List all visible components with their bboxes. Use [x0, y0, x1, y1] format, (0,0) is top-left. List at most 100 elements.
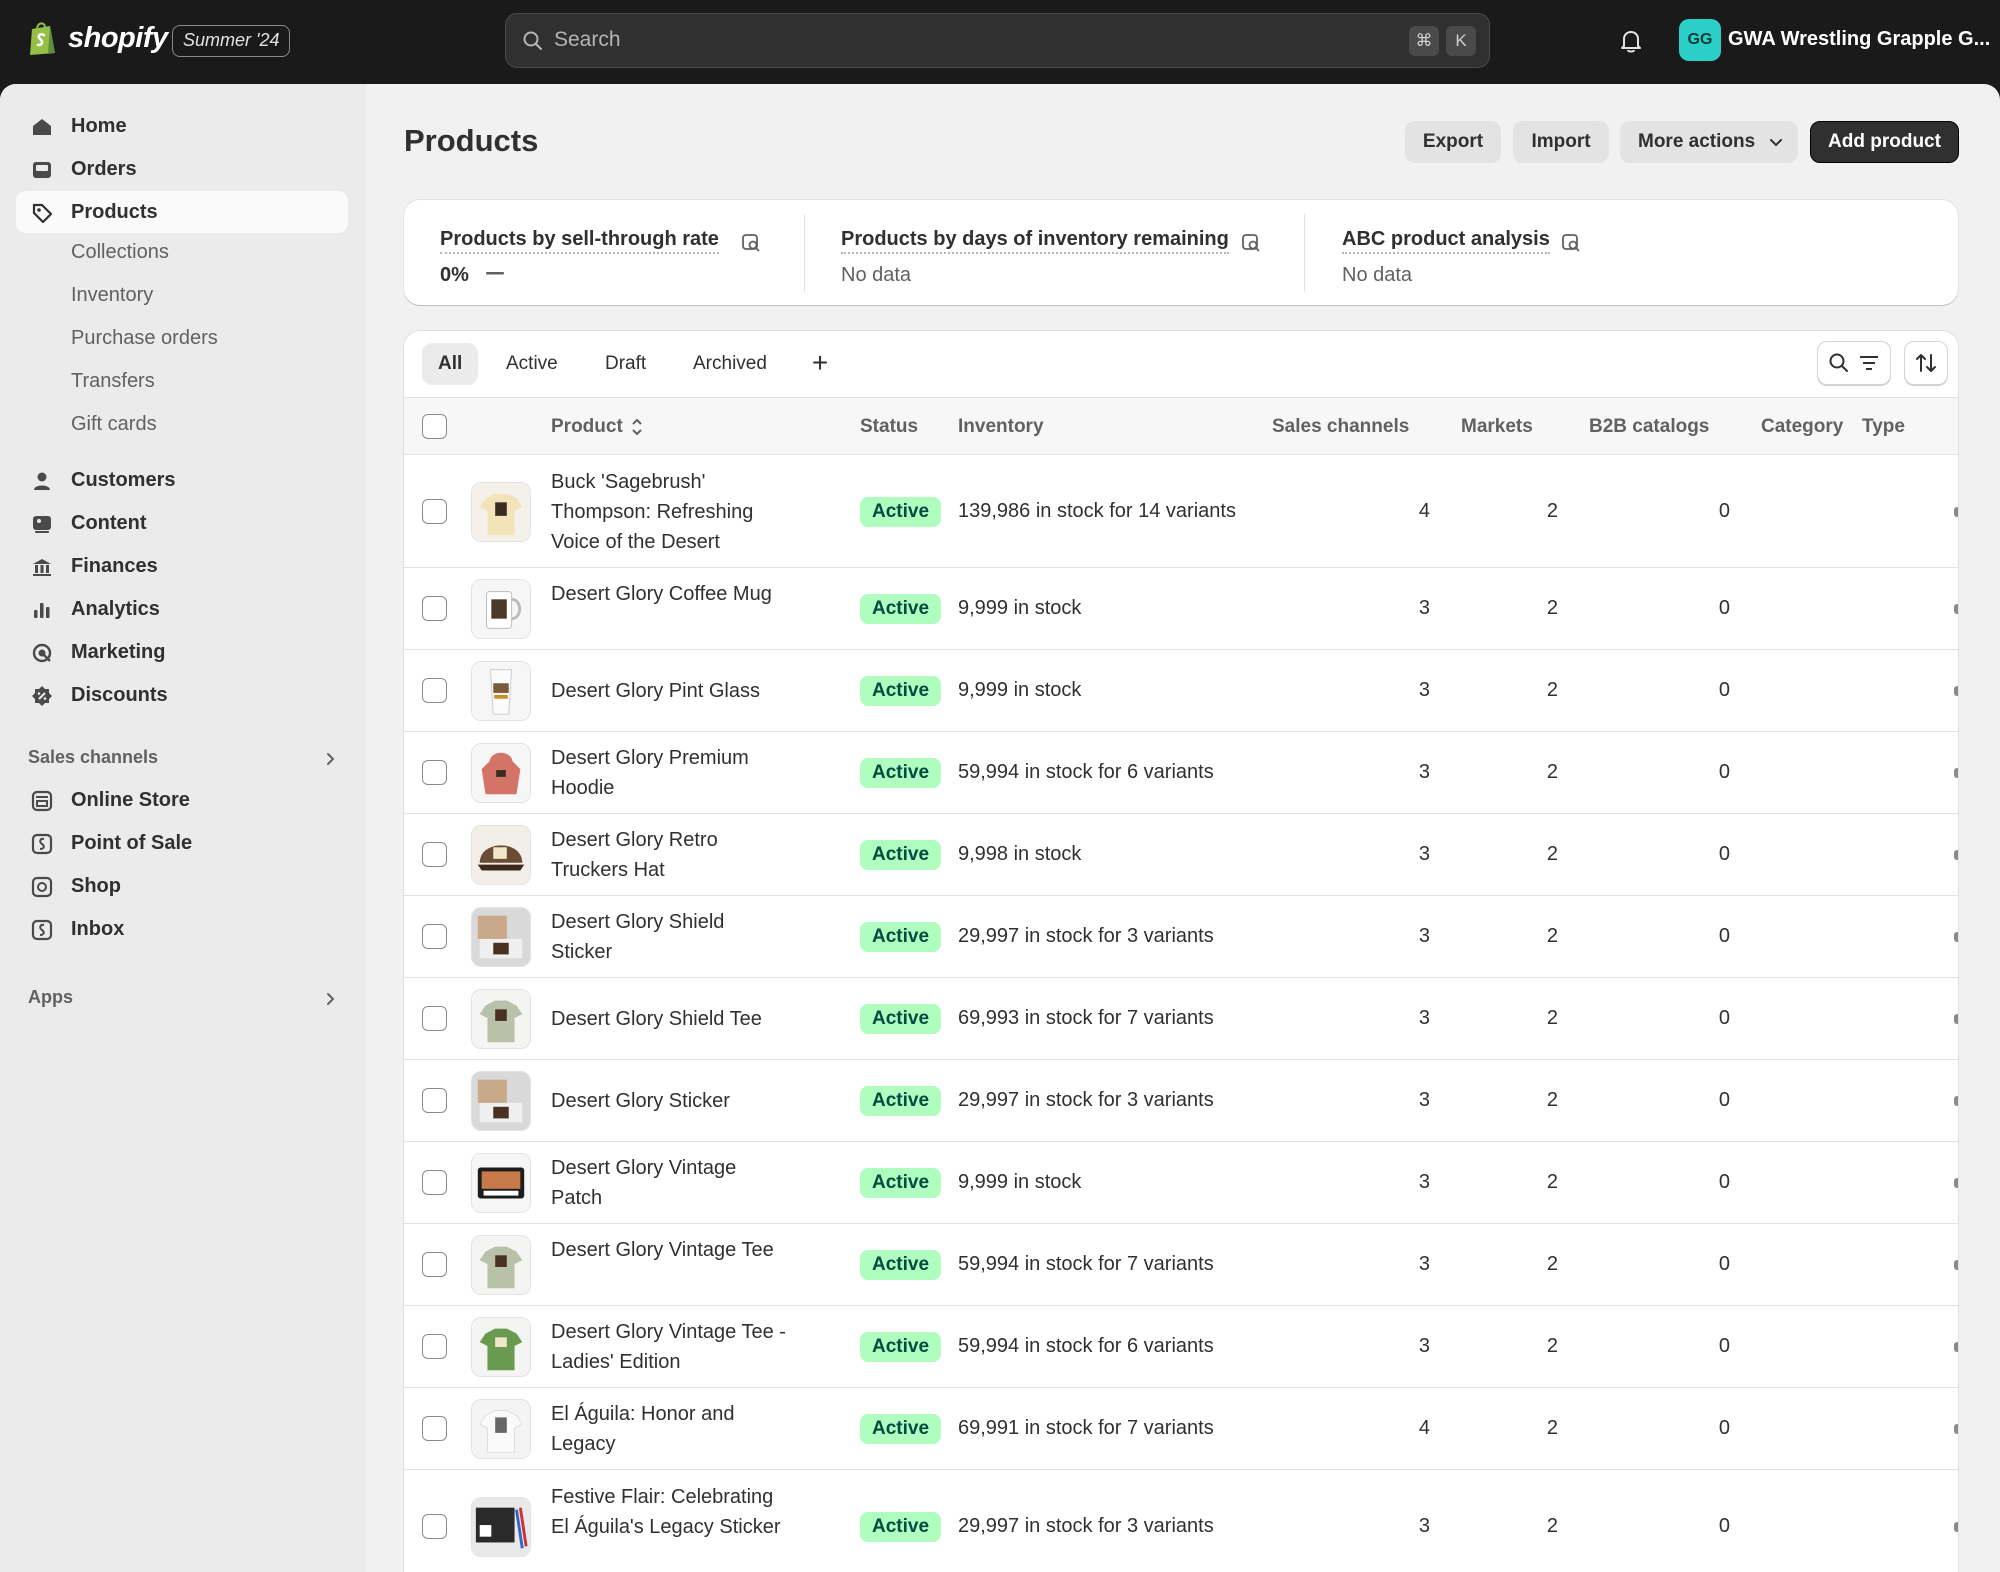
report-icon[interactable] [1560, 232, 1582, 254]
product-name-link[interactable]: Desert Glory Premium Hoodie [551, 747, 749, 799]
product-name-link[interactable]: Desert Glory Coffee Mug [551, 583, 772, 605]
export-button[interactable]: Export [1405, 121, 1501, 163]
sidebar-item-products[interactable]: Products [16, 191, 348, 233]
store-name[interactable]: GWA Wrestling Grapple G... [1728, 28, 1991, 50]
row-checkbox[interactable] [422, 1334, 447, 1359]
product-name-link[interactable]: Desert Glory Vintage Tee - Ladies' Editi… [551, 1321, 786, 1373]
sidebar-item-analytics[interactable]: Analytics [16, 588, 348, 630]
add-view-button[interactable]: + [811, 347, 829, 378]
row-checkbox[interactable] [422, 760, 447, 785]
product-name-link[interactable]: Desert Glory Vintage Tee [551, 1239, 774, 1261]
sidebar-item-marketing[interactable]: Marketing [16, 631, 348, 673]
product-thumbnail[interactable] [471, 1496, 531, 1557]
row-checkbox[interactable] [422, 596, 447, 621]
search-input[interactable] [554, 14, 1374, 66]
search-filter-button[interactable] [1817, 341, 1891, 385]
more-actions-button[interactable]: More actions [1620, 121, 1798, 163]
sidebar-section-sales-channels[interactable]: Sales channels [28, 747, 159, 767]
product-thumbnail[interactable] [471, 1153, 531, 1213]
row-checkbox[interactable] [422, 1416, 447, 1441]
row-checkbox[interactable] [422, 1252, 447, 1277]
table-row[interactable]: Desert Glory Premium Hoodie Active 59,99… [404, 732, 1958, 814]
product-name-link[interactable]: Festive Flair: Celebrating El Águila's L… [551, 1485, 781, 1538]
sort-button[interactable] [1904, 341, 1948, 385]
sidebar-sub-purchase-orders[interactable]: Purchase orders [71, 327, 218, 349]
table-row[interactable]: Desert Glory Shield Tee Active 69,993 in… [404, 978, 1958, 1060]
product-name-link[interactable]: El Águila: Honor and Legacy [551, 1403, 735, 1455]
metric-title-days-inventory[interactable]: Products by days of inventory remaining [841, 228, 1229, 254]
chevron-right-icon[interactable] [322, 751, 338, 767]
report-icon[interactable] [740, 232, 762, 254]
table-row[interactable]: Buck 'Sagebrush' Thompson: Refreshing Vo… [404, 455, 1958, 568]
table-row[interactable]: El Águila: Honor and Legacy Active 69,99… [404, 1388, 1958, 1470]
row-checkbox[interactable] [422, 498, 447, 524]
row-checkbox[interactable] [422, 1088, 447, 1113]
global-search[interactable]: ⌘ K [505, 13, 1490, 68]
product-name-link[interactable]: Desert Glory Shield Tee [551, 1008, 762, 1030]
row-checkbox[interactable] [422, 1170, 447, 1195]
report-icon[interactable] [1240, 232, 1262, 254]
product-thumbnail[interactable] [471, 661, 531, 721]
add-product-button[interactable]: Add product [1810, 121, 1959, 163]
sidebar-item-finances[interactable]: Finances [16, 545, 348, 587]
row-checkbox[interactable] [422, 1513, 447, 1539]
sidebar-item-customers[interactable]: Customers [16, 459, 348, 501]
product-thumbnail[interactable] [471, 743, 531, 803]
product-thumbnail[interactable] [471, 481, 531, 542]
metric-title-sell-through[interactable]: Products by sell-through rate [440, 228, 719, 254]
column-header-status[interactable]: Status [860, 416, 919, 437]
sidebar-item-discounts[interactable]: Discounts [16, 674, 348, 716]
tab-archived[interactable]: Archived [693, 353, 767, 374]
table-row[interactable]: Desert Glory Vintage Tee - Ladies' Editi… [404, 1306, 1958, 1388]
product-thumbnail[interactable] [471, 1317, 531, 1377]
sidebar-item-point-of-sale[interactable]: Point of Sale [16, 822, 348, 864]
sidebar-sub-transfers[interactable]: Transfers [71, 370, 155, 392]
tab-all[interactable]: All [422, 343, 479, 385]
product-thumbnail[interactable] [471, 579, 531, 639]
column-header-inventory[interactable]: Inventory [958, 416, 1044, 437]
chevron-right-icon[interactable] [322, 991, 338, 1007]
select-all-checkbox[interactable] [422, 414, 447, 439]
sidebar-item-orders[interactable]: Orders [16, 148, 348, 190]
sidebar-item-shop[interactable]: Shop [16, 865, 348, 907]
sort-caret-icon[interactable] [630, 416, 644, 438]
tab-draft[interactable]: Draft [605, 353, 647, 374]
column-header-sales-channels[interactable]: Sales channels [1272, 416, 1410, 437]
table-row[interactable]: Desert Glory Vintage Patch Active 9,999 … [404, 1142, 1958, 1224]
column-header-b2b-catalogs[interactable]: B2B catalogs [1589, 416, 1710, 437]
shopify-logo[interactable]: shopify [28, 20, 168, 56]
edition-badge[interactable]: Summer '24 [172, 25, 291, 57]
table-row[interactable]: Desert Glory Retro Truckers Hat Active 9… [404, 814, 1958, 896]
tab-active[interactable]: Active [506, 353, 558, 374]
product-thumbnail[interactable] [471, 907, 531, 967]
notifications-bell-icon[interactable] [1616, 26, 1646, 56]
product-thumbnail[interactable] [471, 1235, 531, 1295]
row-checkbox[interactable] [422, 842, 447, 867]
import-button[interactable]: Import [1513, 121, 1609, 163]
sidebar-sub-inventory[interactable]: Inventory [71, 284, 154, 306]
sidebar-sub-gift-cards[interactable]: Gift cards [71, 413, 157, 435]
table-row[interactable]: Desert Glory Coffee Mug Active 9,999 in … [404, 568, 1958, 650]
sidebar-section-apps[interactable]: Apps [28, 987, 73, 1007]
column-header-type[interactable]: Type [1862, 416, 1905, 437]
table-row[interactable]: Desert Glory Pint Glass Active 9,999 in … [404, 650, 1958, 732]
column-header-markets[interactable]: Markets [1461, 416, 1533, 437]
product-name-link[interactable]: Desert Glory Pint Glass [551, 680, 760, 702]
product-name-link[interactable]: Desert Glory Vintage Patch [551, 1157, 737, 1209]
product-name-link[interactable]: Desert Glory Retro Truckers Hat [551, 829, 718, 881]
table-row[interactable]: Festive Flair: Celebrating El Águila's L… [404, 1470, 1958, 1572]
product-thumbnail[interactable] [471, 989, 531, 1049]
store-avatar[interactable]: GG [1679, 19, 1721, 61]
row-checkbox[interactable] [422, 924, 447, 949]
product-thumbnail[interactable] [471, 1071, 531, 1131]
sidebar-item-content[interactable]: Content [16, 502, 348, 544]
column-header-category[interactable]: Category [1761, 416, 1844, 437]
product-thumbnail[interactable] [471, 825, 531, 885]
metric-title-abc-analysis[interactable]: ABC product analysis [1342, 228, 1550, 254]
sidebar-item-online-store[interactable]: Online Store [16, 779, 348, 821]
sidebar-item-inbox[interactable]: Inbox [16, 908, 348, 950]
product-thumbnail[interactable] [471, 1399, 531, 1459]
table-row[interactable]: Desert Glory Shield Sticker Active 29,99… [404, 896, 1958, 978]
product-name-link[interactable]: Desert Glory Sticker [551, 1090, 730, 1112]
table-row[interactable]: Desert Glory Sticker Active 29,997 in st… [404, 1060, 1958, 1142]
